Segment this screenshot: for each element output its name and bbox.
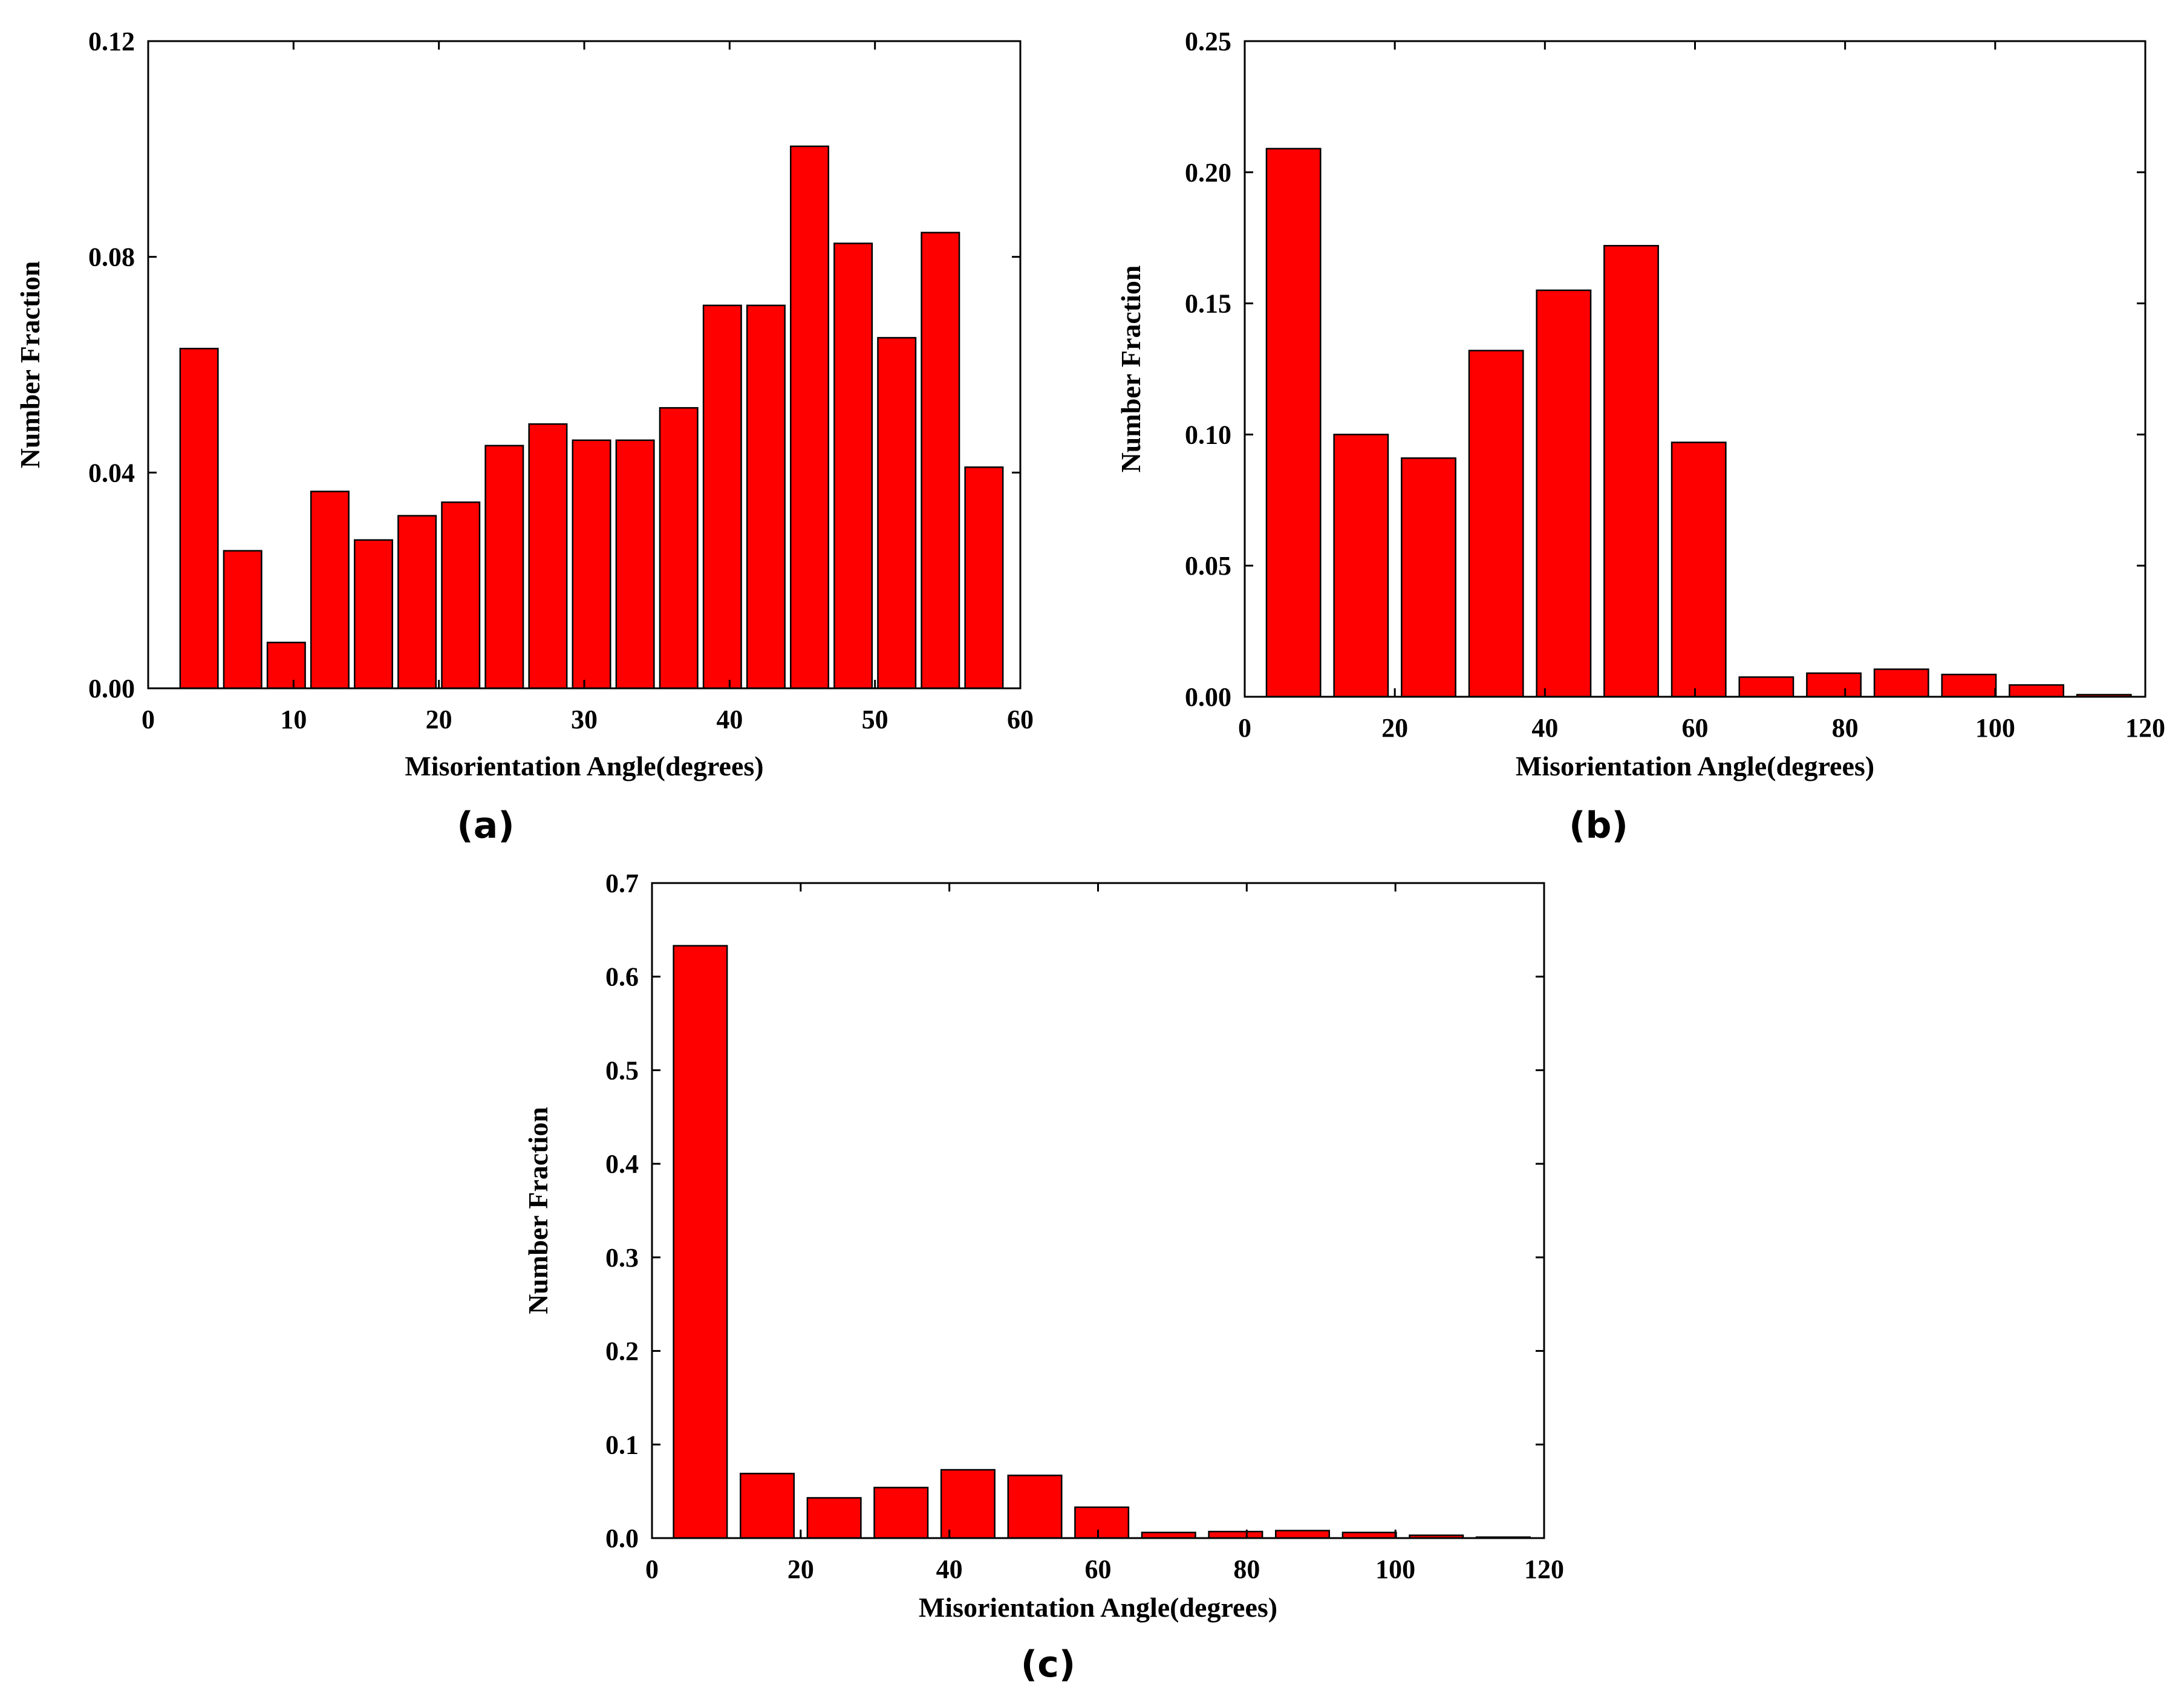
x-tick-label: 10 (280, 705, 307, 734)
x-tick-label: 120 (1524, 1554, 1564, 1584)
bar (1806, 672, 1862, 698)
x-axis-title: Misorientation Angle(degrees) (919, 1592, 1277, 1623)
y-tick-label: 0.10 (1185, 420, 1231, 449)
x-tick-label: 60 (1007, 705, 1034, 734)
bar (615, 439, 655, 690)
bar (659, 407, 699, 690)
bar (1007, 1475, 1063, 1539)
y-tick-label: 0.05 (1185, 551, 1231, 581)
y-tick-label: 0.12 (88, 27, 135, 56)
x-tick-label: 0 (1238, 713, 1251, 743)
bar (2009, 684, 2064, 698)
y-axis-title: Number Fraction (1115, 266, 1146, 473)
bar (223, 550, 262, 690)
bar (1873, 668, 1929, 698)
bar (310, 491, 350, 690)
panel-label: (b) (1569, 804, 1628, 847)
bar (746, 304, 786, 690)
x-tick-label: 20 (1381, 713, 1408, 743)
bar (940, 1469, 996, 1539)
panel-c: 0 20 40 60 80 100 120 0.0 0.1 0.2 0.3 0.4 0.5 0.6 0.7 M… (523, 869, 1564, 1686)
bar (1941, 673, 1997, 698)
bar (1468, 350, 1524, 698)
bar (1074, 1506, 1130, 1539)
x-tick-label: 40 (1531, 713, 1558, 743)
x-tick-label: 40 (936, 1554, 963, 1584)
bar (1208, 1530, 1263, 1539)
bar (806, 1497, 862, 1539)
bar (484, 445, 524, 690)
y-tick-label: 0.5 (605, 1055, 639, 1085)
bar (877, 337, 917, 690)
y-tick-label: 0.20 (1185, 158, 1231, 187)
bar (673, 945, 728, 1539)
y-axis-title: Number Fraction (15, 261, 45, 469)
x-tick-label: 30 (571, 705, 598, 734)
x-tick-label: 50 (862, 705, 888, 734)
bar (1536, 289, 1592, 698)
x-tick-label: 80 (1832, 713, 1859, 743)
bar (702, 304, 742, 690)
x-tick-label: 20 (787, 1554, 814, 1584)
bar (1275, 1530, 1331, 1539)
bar (1671, 442, 1727, 698)
y-tick-label: 0.6 (605, 962, 639, 992)
bar (921, 232, 960, 690)
x-tick-label: 60 (1682, 713, 1709, 743)
y-tick-label: 0.00 (88, 674, 135, 703)
x-tick-label: 0 (645, 1554, 659, 1584)
panel-label: (a) (457, 804, 514, 847)
bar (528, 423, 568, 690)
bar (740, 1472, 795, 1539)
y-tick-label: 0.00 (1185, 682, 1231, 712)
y-tick-label: 0.25 (1185, 27, 1231, 56)
y-tick-label: 0.1 (605, 1430, 639, 1459)
bar (1738, 676, 1794, 698)
x-tick-label: 100 (1375, 1554, 1415, 1584)
bar (354, 539, 394, 690)
y-tick-label: 0.08 (88, 243, 135, 272)
x-axis-title: Misorientation Angle(degrees) (1516, 751, 1874, 781)
y-tick-label: 0.7 (605, 869, 639, 898)
x-axis-title: Misorientation Angle(degrees) (405, 751, 763, 781)
y-tick-label: 0.3 (605, 1243, 639, 1273)
bar (964, 466, 1004, 690)
panel-a: 0 10 20 30 40 50 60 0.00 0.04 0.08 0.12 Misorientat… (15, 27, 1034, 847)
x-tick-label: 40 (716, 705, 743, 734)
bar (572, 439, 611, 690)
plot-frame (651, 882, 1545, 1539)
x-tick-label: 100 (1975, 713, 2015, 743)
bar (1333, 434, 1389, 698)
x-tick-label: 60 (1085, 1554, 1112, 1584)
panel-b: 0 20 40 60 80 100 120 0.00 0.05 0.10 0.15 0.20 0.25 M… (1115, 27, 2165, 847)
bar (179, 348, 219, 690)
bar (790, 145, 830, 690)
bar (397, 515, 437, 690)
x-tick-label: 80 (1233, 1554, 1260, 1584)
y-axis-title: Number Fraction (523, 1107, 553, 1314)
y-tick-label: 0.4 (605, 1149, 639, 1179)
x-tick-label: 20 (426, 705, 452, 734)
bar (833, 243, 873, 690)
x-tick-label: 0 (142, 705, 155, 734)
y-tick-label: 0.04 (88, 458, 135, 487)
x-tick-label: 120 (2125, 713, 2165, 743)
y-tick-label: 0.2 (605, 1337, 639, 1366)
bar (1401, 457, 1456, 698)
y-tick-label: 0.15 (1185, 289, 1231, 319)
bar (441, 501, 481, 690)
y-tick-label: 0.0 (605, 1524, 639, 1553)
bar (266, 641, 306, 690)
panel-label: (c) (1021, 1643, 1075, 1686)
bar (1265, 148, 1322, 698)
bar (873, 1487, 929, 1539)
bar (1603, 244, 1659, 698)
